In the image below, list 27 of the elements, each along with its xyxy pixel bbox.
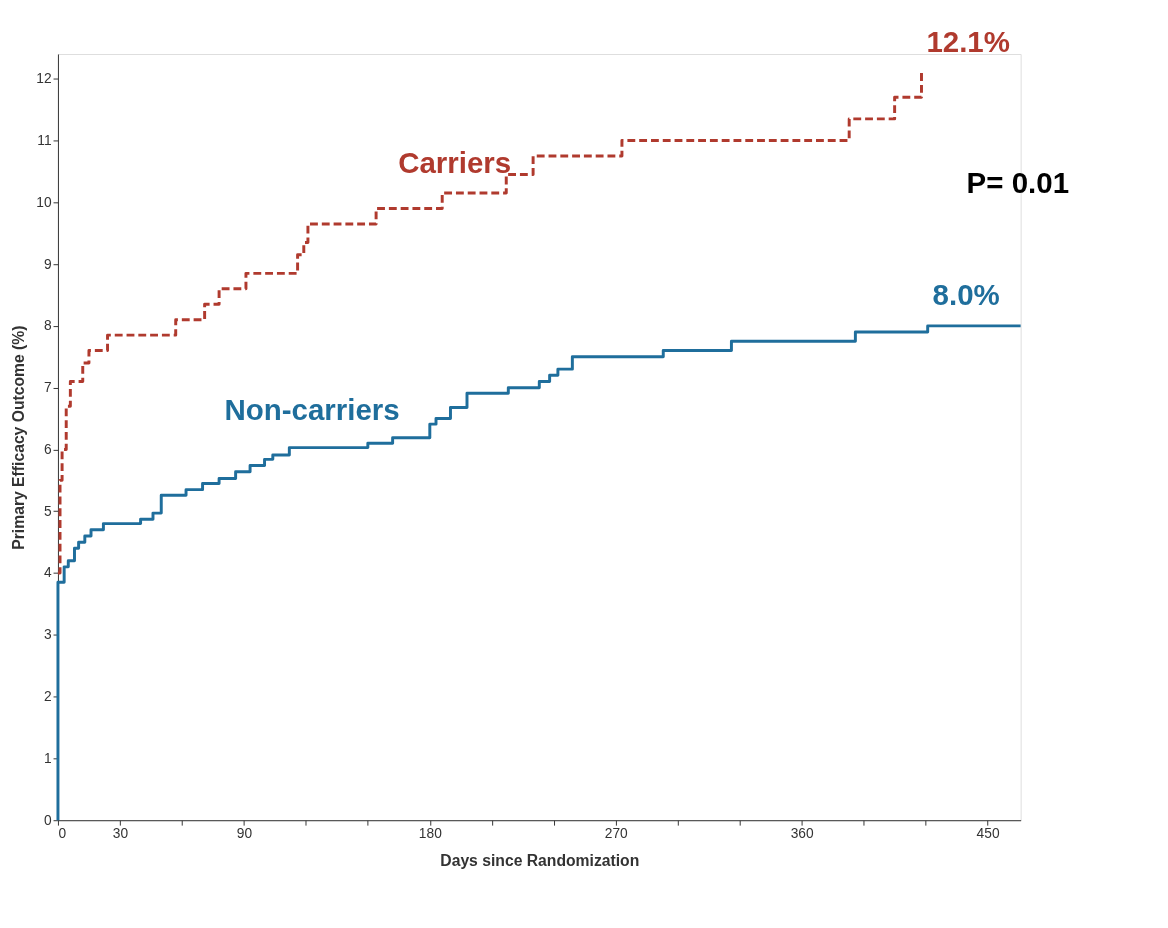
y-tick-label: 3	[43, 627, 52, 643]
x-tick-label: 270	[604, 826, 629, 842]
annotation: P= 0.01	[966, 166, 1070, 200]
series-label: Carriers	[398, 146, 512, 180]
y-tick-label: 8	[43, 318, 52, 334]
x-tick-label: 30	[112, 826, 129, 842]
x-axis-title: Days since Randomization	[440, 851, 640, 869]
y-tick-label: 9	[43, 256, 52, 272]
y-tick-label: 0	[43, 812, 52, 828]
annotation: 12.1%	[926, 24, 1010, 58]
series-label: Non-carriers	[224, 392, 400, 426]
x-tick-label: 450	[976, 826, 1000, 842]
y-tick-label: 11	[37, 132, 52, 148]
y-tick-label: 4	[43, 565, 52, 581]
y-tick-label: 2	[43, 689, 52, 705]
y-tick-label: 6	[43, 441, 52, 457]
y-axis-title: Primary Efficacy Outcome (%)	[9, 325, 27, 550]
x-tick-label: 180	[418, 826, 443, 842]
y-tick-label: 7	[43, 380, 52, 396]
x-tick-label: 0	[58, 826, 67, 842]
y-tick-label: 10	[36, 194, 52, 210]
y-tick-label: 1	[43, 750, 52, 766]
annotation: 8.0%	[932, 278, 1000, 312]
y-tick-label: 12	[36, 71, 52, 87]
y-tick-label: 5	[43, 503, 52, 519]
x-tick-label: 360	[790, 826, 814, 842]
x-tick-label: 90	[236, 826, 253, 842]
